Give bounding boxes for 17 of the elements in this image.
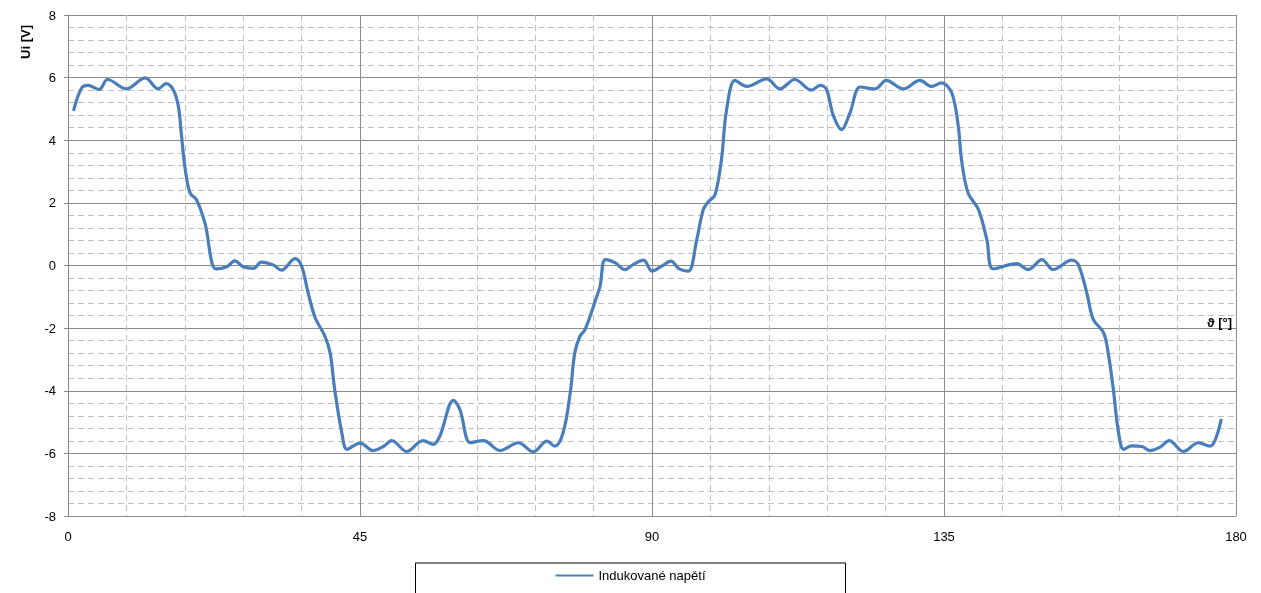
x-axis-title: ϑ [°] [1206, 314, 1232, 330]
y-tick-label: 0 [48, 258, 56, 273]
legend-label: Indukované napětí [598, 568, 706, 583]
y-tick-label: 6 [48, 70, 56, 86]
y-tick-label: -6 [44, 445, 56, 461]
y-tick-label: -2 [44, 320, 56, 336]
x-tick-label: 45 [352, 529, 368, 544]
x-tick-label: 90 [644, 529, 660, 544]
x-tick-label: 180 [1225, 529, 1247, 544]
x-tick-label: 0 [64, 529, 72, 544]
y-tick-label: -4 [44, 383, 56, 399]
y-tick-label: 2 [48, 195, 56, 211]
y-tick-label: 8 [48, 7, 56, 23]
y-axis-title: Ui [V] [18, 25, 33, 59]
x-tick-label: 135 [933, 529, 955, 544]
y-tick-label: 4 [48, 132, 56, 148]
y-tick-label: -8 [44, 508, 56, 524]
